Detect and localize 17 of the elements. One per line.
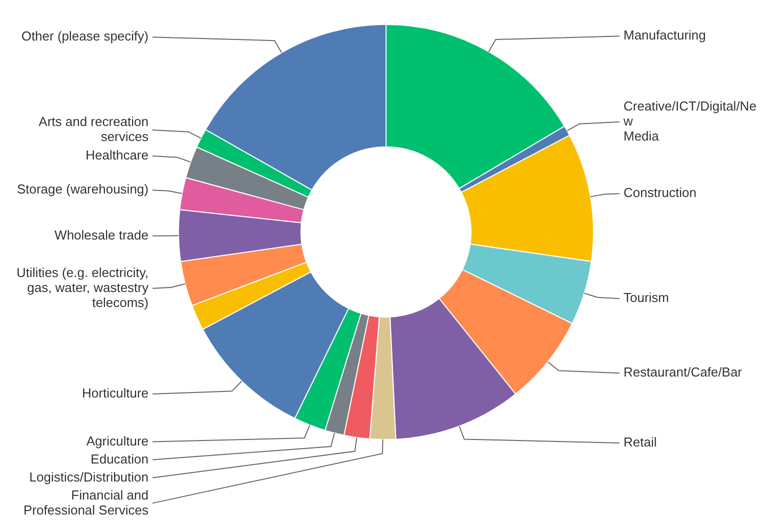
slice-label: Horticulture bbox=[82, 386, 148, 401]
slice-label: Logistics/Distribution bbox=[29, 469, 148, 484]
slice-label: Manufacturing bbox=[624, 28, 706, 43]
slice-label: Creative/ICT/Digital/New Media bbox=[622, 98, 756, 144]
slice-label: Storage (warehousing) bbox=[16, 182, 148, 197]
slice-label: Retail bbox=[624, 434, 657, 450]
slice-label: Financial and Professional Services bbox=[24, 487, 149, 518]
slice-label: Wholesale trade bbox=[54, 227, 148, 242]
slice-label: Healthcare bbox=[86, 148, 148, 163]
slice-label: Arts and recreation services bbox=[38, 114, 149, 144]
slice-label: Education bbox=[90, 451, 148, 466]
slice-label: Other (please specify) bbox=[21, 28, 148, 44]
slice-label: Construction bbox=[624, 185, 696, 200]
slice-label: Agriculture bbox=[86, 433, 148, 448]
slice-label: Tourism bbox=[624, 290, 670, 306]
slice-label: Restaurant/Cafe/Bar bbox=[624, 364, 743, 380]
slice-label: Utilities (e.g. electricity, gas, water, wastestry telecoms) bbox=[16, 264, 149, 310]
